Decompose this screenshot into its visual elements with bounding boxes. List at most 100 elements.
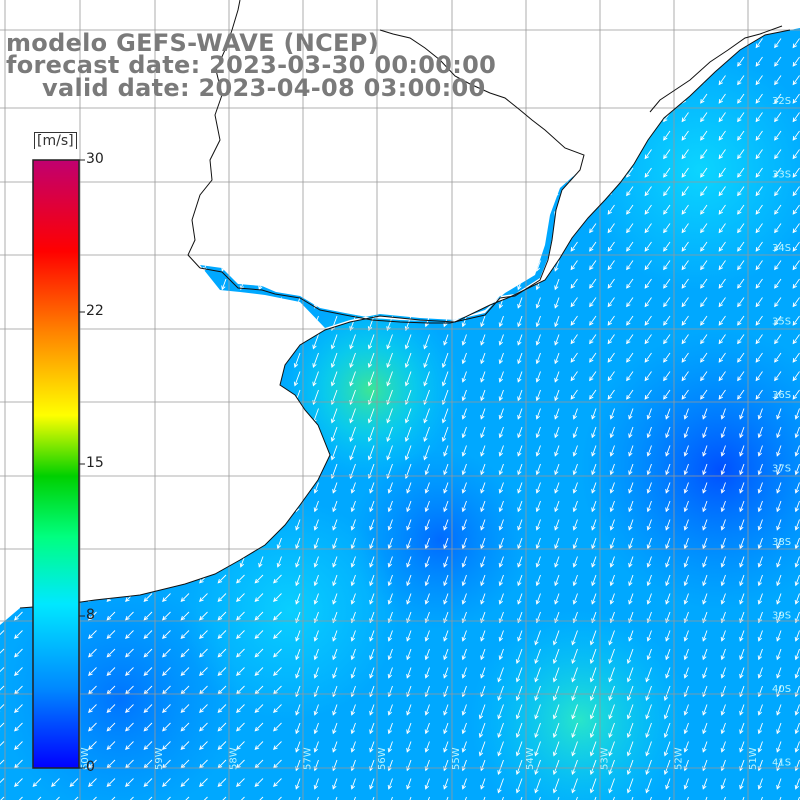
wind-arrow bbox=[349, 352, 356, 368]
wind-arrow bbox=[162, 778, 171, 787]
wind-arrow bbox=[665, 463, 671, 476]
wind-arrow bbox=[295, 741, 301, 753]
wind-arrow bbox=[424, 778, 430, 790]
wind-arrow bbox=[0, 778, 5, 787]
wind-arrow bbox=[774, 297, 782, 308]
wind-arrow bbox=[794, 722, 800, 735]
wind-arrow bbox=[590, 796, 597, 800]
wind-arrow bbox=[369, 796, 375, 800]
wind-arrow bbox=[461, 315, 467, 328]
wind-arrow bbox=[128, 408, 134, 420]
wind-arrow bbox=[387, 241, 393, 254]
wind-arrow bbox=[534, 741, 541, 757]
wind-arrow bbox=[663, 352, 671, 363]
wind-arrow bbox=[570, 204, 578, 215]
wind-arrow bbox=[720, 778, 726, 790]
wind-arrow bbox=[628, 519, 634, 531]
wind-arrow bbox=[683, 741, 689, 753]
wind-arrow bbox=[515, 685, 523, 701]
wind-arrow bbox=[239, 223, 245, 235]
wind-arrow bbox=[406, 297, 412, 309]
wind-arrow bbox=[369, 667, 375, 679]
wind-arrow bbox=[406, 38, 412, 50]
wind-arrow bbox=[147, 371, 153, 383]
wind-arrow bbox=[498, 648, 504, 661]
wind-arrow bbox=[755, 186, 763, 197]
wind-arrow bbox=[478, 741, 486, 757]
wind-arrow bbox=[295, 260, 301, 272]
wind-arrow bbox=[498, 408, 504, 420]
wind-arrow bbox=[406, 741, 412, 753]
wind-arrow bbox=[517, 482, 523, 494]
wind-arrow bbox=[554, 75, 560, 87]
wind-arrow bbox=[0, 704, 5, 713]
wind-arrow bbox=[387, 667, 393, 679]
wind-arrow bbox=[517, 389, 523, 402]
wind-arrow bbox=[254, 574, 264, 584]
wind-arrow bbox=[720, 408, 726, 420]
wind-arrow bbox=[792, 93, 800, 104]
wind-arrow bbox=[498, 519, 504, 531]
wind-arrow bbox=[534, 722, 541, 738]
forecast-date: forecast date: 2023-03-30 00:00:00 bbox=[6, 51, 497, 79]
wind-arrow bbox=[792, 297, 800, 308]
wind-arrow bbox=[162, 796, 171, 800]
wind-arrow bbox=[424, 593, 430, 605]
wind-arrow bbox=[700, 297, 708, 308]
wind-arrow bbox=[626, 648, 634, 664]
wind-arrow bbox=[757, 630, 763, 642]
wind-arrow bbox=[443, 204, 449, 217]
wind-arrow bbox=[571, 648, 578, 664]
wind-arrow bbox=[276, 167, 282, 180]
wind-arrow bbox=[607, 28, 615, 30]
wind-arrow bbox=[313, 278, 319, 291]
wind-arrow bbox=[681, 130, 689, 141]
wind-arrow bbox=[424, 130, 430, 143]
wind-arrow bbox=[147, 519, 153, 531]
wind-arrow bbox=[535, 334, 541, 346]
wind-arrow bbox=[517, 93, 523, 106]
wind-arrow bbox=[443, 741, 449, 753]
wind-arrow bbox=[125, 778, 134, 787]
wind-arrow bbox=[350, 204, 356, 217]
wind-arrow bbox=[147, 445, 153, 457]
wind-arrow bbox=[498, 204, 504, 217]
wind-arrow bbox=[443, 722, 449, 735]
colorbar-units: [m/s] bbox=[34, 132, 77, 149]
wind-arrow bbox=[480, 186, 486, 198]
wind-arrow bbox=[535, 593, 541, 605]
wind-arrow bbox=[480, 204, 486, 217]
wind-arrow bbox=[128, 241, 134, 254]
wind-arrow bbox=[461, 28, 467, 32]
wind-arrow bbox=[720, 426, 726, 439]
wind-arrow bbox=[572, 519, 578, 531]
wind-arrow bbox=[441, 408, 449, 424]
wind-arrow bbox=[683, 408, 689, 420]
wind-arrow bbox=[14, 667, 23, 676]
wind-arrow bbox=[757, 445, 763, 457]
wind-arrow bbox=[147, 204, 153, 217]
wind-arrow bbox=[774, 223, 782, 234]
wind-arrow bbox=[792, 130, 800, 141]
wind-arrow bbox=[755, 75, 763, 86]
wind-arrow bbox=[626, 167, 634, 178]
wind-arrow bbox=[88, 611, 97, 621]
wind-arrow bbox=[480, 112, 486, 124]
wind-arrow bbox=[572, 426, 578, 439]
wind-arrow bbox=[369, 778, 375, 790]
wind-arrow bbox=[406, 186, 412, 198]
wind-arrow bbox=[497, 685, 504, 701]
wind-arrow bbox=[276, 519, 282, 531]
wind-arrow bbox=[776, 482, 782, 494]
wind-arrow bbox=[313, 149, 319, 161]
wind-arrow bbox=[663, 722, 671, 738]
wind-arrow bbox=[608, 722, 615, 738]
wind-arrow bbox=[406, 574, 412, 587]
wind-arrow bbox=[443, 149, 449, 161]
wind-arrow bbox=[663, 371, 671, 382]
wind-arrow bbox=[128, 186, 134, 198]
wind-arrow bbox=[534, 648, 541, 664]
wind-arrow bbox=[406, 796, 412, 800]
wind-arrow bbox=[88, 796, 97, 800]
wind-arrow bbox=[589, 722, 597, 738]
